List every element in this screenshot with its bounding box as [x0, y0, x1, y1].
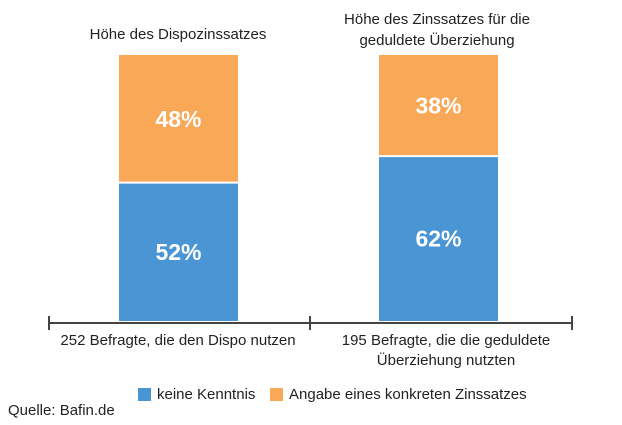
- legend-item-1: keine Kenntnis: [138, 386, 255, 403]
- legend-swatch-1: [138, 388, 151, 401]
- bar-segment-2-category-2: [379, 55, 498, 157]
- legend-label-2: Angabe eines konkreten Zinssatzes: [289, 386, 527, 403]
- category-label-2: 195 Befragte, die die geduldete Überzieh…: [316, 331, 576, 371]
- category-label-1-line-1: 252 Befragte, die den Dispo nutzen: [60, 332, 296, 349]
- data-label-2-category-1: 48%: [155, 106, 201, 132]
- legend-swatch-2: [270, 388, 283, 401]
- bar-title-1: Höhe des Dispozinssatzes: [60, 24, 296, 45]
- bar-title-2-line-1: Höhe des Zinssatzes für die: [344, 11, 530, 28]
- bar-title-1-line-1: Höhe des Dispozinssatzes: [89, 26, 267, 43]
- bar-segment-1-category-1: [119, 182, 238, 321]
- bar-segment-1-category-2: [379, 156, 498, 321]
- legend-item-2: Angabe eines konkreten Zinssatzes: [270, 386, 527, 403]
- data-label-2-category-2: 38%: [415, 93, 461, 119]
- bar-title-2: Höhe des Zinssatzes für die geduldete Üb…: [308, 9, 566, 51]
- category-label-2-line-1: 195 Befragte, die die geduldete: [341, 332, 551, 349]
- bar-segment-2-category-1: [119, 55, 238, 183]
- legend: keine Kenntnis Angabe eines konkreten Zi…: [0, 386, 622, 406]
- bar-title-2-line-2: geduldete Überziehung: [359, 32, 515, 49]
- category-label-2-line-2: Überziehung nutzten: [376, 352, 516, 369]
- source-note: Quelle: Bafin.de: [8, 402, 115, 419]
- category-label-1: 252 Befragte, die den Dispo nutzen: [40, 331, 316, 351]
- data-label-1-category-2: 62%: [415, 226, 461, 252]
- data-label-1-category-1: 52%: [155, 239, 201, 265]
- legend-label-1: keine Kenntnis: [157, 386, 256, 403]
